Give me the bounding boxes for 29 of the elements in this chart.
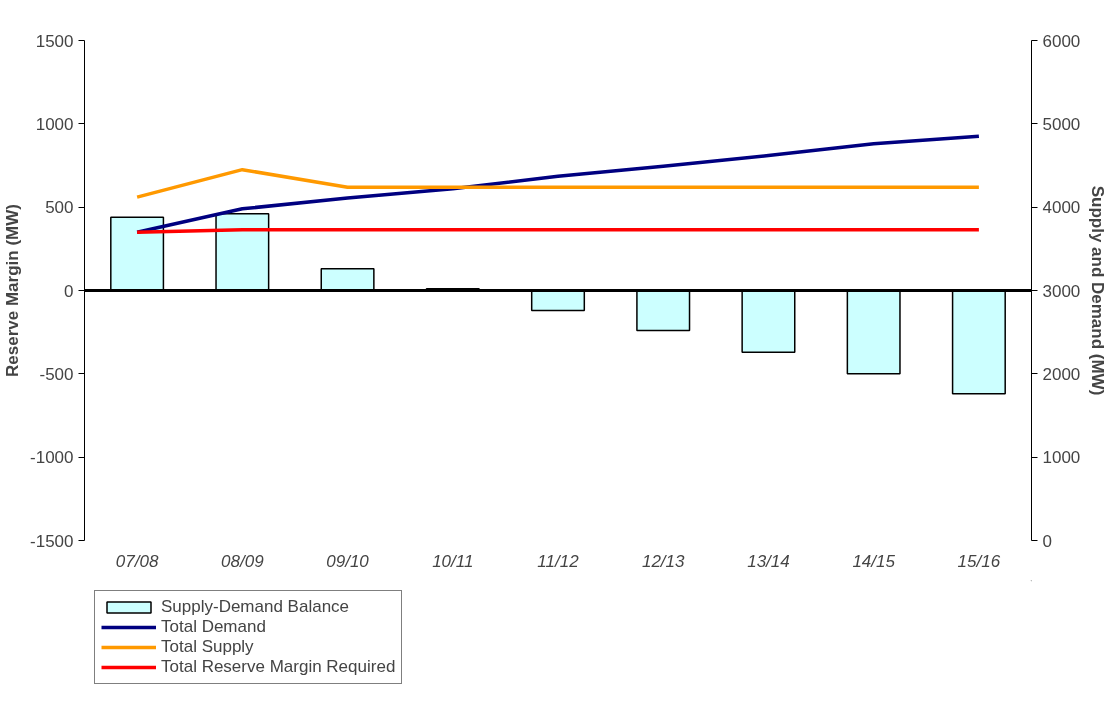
y-tick-label: -500 (39, 364, 74, 384)
y2-tick-label: 1000 (1042, 448, 1081, 468)
y-tick-label: 500 (45, 198, 74, 218)
y-tick-label: 1500 (35, 31, 74, 51)
y-tick-label: -1000 (30, 448, 74, 468)
y-tick-label: -1500 (30, 531, 74, 551)
x-tick-label: 10/11 (432, 551, 474, 571)
legend-label: Total Supply (161, 637, 254, 657)
x-tick-label: 13/14 (747, 551, 790, 571)
x-tick-label: 09/10 (326, 551, 370, 571)
x-tick-label: 07/08 (115, 551, 159, 571)
x-tick-label: 08/09 (221, 551, 265, 571)
y2-tick-label: 0 (1042, 531, 1052, 551)
legend-label: Supply-Demand Balance (161, 597, 350, 617)
y2-axis-title: Supply and Demand (MW) (1088, 185, 1108, 396)
y-tick-label: 1000 (35, 114, 74, 134)
y2-tick-label: 6000 (1042, 31, 1081, 51)
y2-tick-label: 3000 (1042, 281, 1081, 301)
x-tick-label: 12/13 (641, 551, 686, 571)
y2-tick-label: 4000 (1042, 198, 1081, 218)
y-tick-label: 0 (64, 281, 74, 301)
x-tick-label: 15/16 (957, 551, 1001, 571)
y2-tick-label: 5000 (1042, 114, 1081, 134)
y2-tick-label: 2000 (1042, 364, 1081, 384)
legend-label: Total Reserve Margin Required (161, 657, 396, 677)
y-axis-title: Reserve Margin (MW) (3, 204, 23, 377)
x-tick-label: 11/12 (537, 551, 580, 571)
legend-label: Total Demand (161, 617, 266, 637)
x-tick-label: 14/15 (852, 551, 896, 571)
